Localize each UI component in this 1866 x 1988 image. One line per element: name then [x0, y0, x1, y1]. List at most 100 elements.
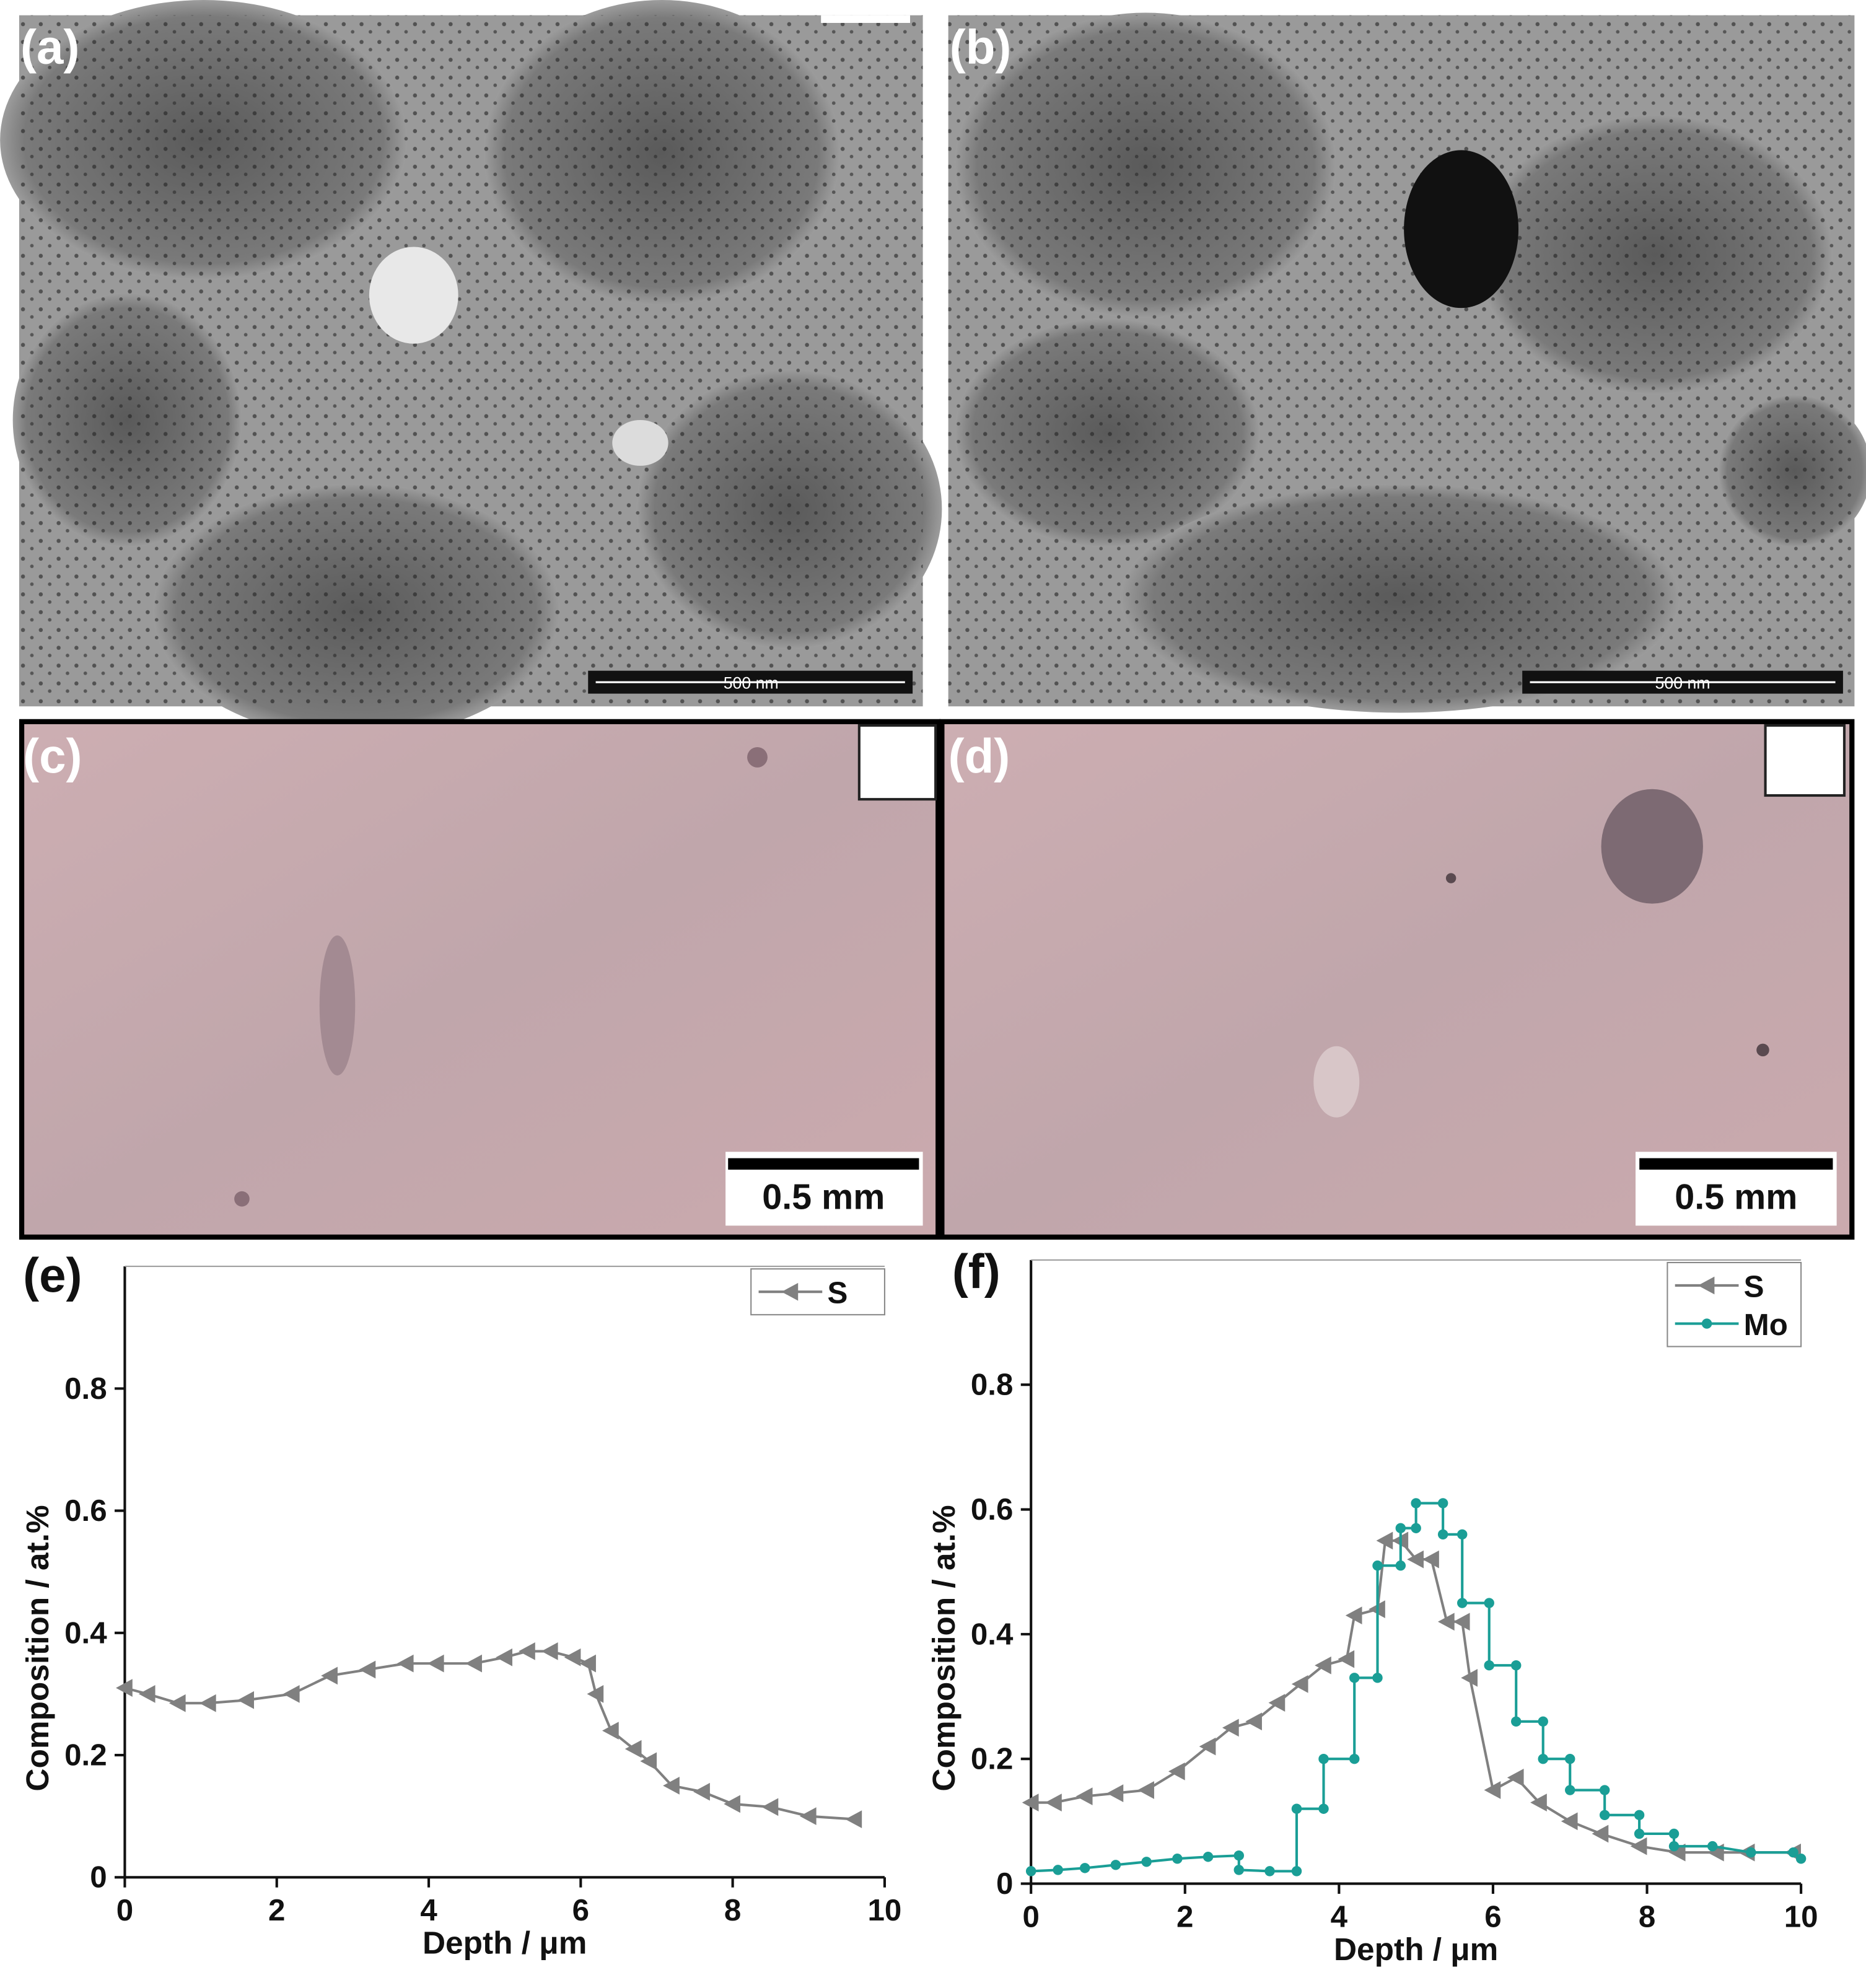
marker	[1395, 1560, 1406, 1571]
marker	[1291, 1675, 1308, 1693]
legend-marker	[1697, 1276, 1715, 1295]
marker	[1349, 1673, 1360, 1683]
y-tick-label: 0.8	[971, 1368, 1014, 1402]
marker	[1349, 1753, 1360, 1764]
marker	[1137, 1781, 1154, 1799]
marker	[1233, 1865, 1244, 1875]
x-tick-label: 6	[572, 1893, 589, 1927]
marker	[1222, 1719, 1239, 1737]
marker	[1461, 1668, 1478, 1687]
marker	[116, 1679, 133, 1697]
marker	[1395, 1523, 1406, 1533]
marker	[1315, 1656, 1331, 1675]
marker	[1202, 1852, 1214, 1862]
marker	[1411, 1498, 1421, 1509]
marker	[1245, 1712, 1262, 1731]
marker	[1599, 1810, 1610, 1821]
x-tick-label: 4	[420, 1893, 437, 1927]
x-tick-label: 10	[868, 1893, 902, 1927]
x-tick-label: 4	[1331, 1899, 1348, 1933]
marker	[1168, 1762, 1185, 1780]
panel-label: (b)	[950, 20, 1012, 74]
y-tick-label: 0.4	[971, 1617, 1014, 1651]
scale-bar-label: 0.5 mm	[1675, 1178, 1797, 1217]
marker	[602, 1722, 619, 1740]
marker	[761, 1798, 779, 1816]
panel-label: (a)	[20, 20, 79, 74]
marker	[1291, 1803, 1302, 1814]
marker	[1668, 1828, 1680, 1839]
marker	[1264, 1866, 1275, 1876]
data-line	[124, 1650, 855, 1821]
marker	[1457, 1529, 1468, 1540]
legend-box	[1667, 1261, 1802, 1347]
marker	[138, 1685, 156, 1703]
marker	[496, 1648, 513, 1666]
marker	[1141, 1857, 1152, 1867]
marker	[1630, 1837, 1647, 1855]
legend-label: Mo	[1744, 1308, 1788, 1342]
sem-image-b: 500 nm (b)	[948, 12, 1866, 713]
marker	[465, 1654, 482, 1673]
marker	[1025, 1866, 1036, 1876]
optical-image-c: 0.5 mm (c)	[19, 719, 941, 1240]
marker	[427, 1654, 444, 1673]
marker	[519, 1642, 535, 1660]
y-tick-label: 0.4	[64, 1616, 107, 1650]
marker	[1746, 1847, 1756, 1858]
legend-marker	[781, 1282, 799, 1301]
marker	[1318, 1753, 1329, 1764]
data-line	[1031, 1539, 1794, 1854]
marker	[1538, 1716, 1548, 1727]
marker	[1795, 1854, 1807, 1864]
y-axis-title: Composition / at.%	[20, 1505, 55, 1791]
legend-marker	[1701, 1318, 1712, 1329]
y-tick-label: 0.6	[64, 1494, 107, 1528]
y-tick-label: 0	[90, 1860, 107, 1894]
x-axis-title: Depth / μm	[423, 1925, 587, 1961]
marker	[1106, 1784, 1124, 1802]
y-axis-title: Composition / at.%	[926, 1505, 961, 1791]
marker	[1530, 1793, 1547, 1812]
marker	[1376, 1531, 1393, 1550]
marker	[1484, 1781, 1501, 1799]
marker	[1511, 1660, 1522, 1671]
marker	[1668, 1841, 1680, 1852]
marker	[396, 1654, 414, 1673]
marker	[693, 1782, 710, 1801]
optical-image-d: 0.5 mm (d)	[939, 719, 1855, 1240]
marker	[564, 1648, 581, 1666]
marker	[283, 1685, 300, 1703]
x-tick-label: 2	[1176, 1899, 1193, 1933]
y-tick-label: 0.2	[971, 1742, 1014, 1776]
marker	[237, 1691, 255, 1709]
scale-bar-label: 500 nm	[724, 673, 779, 692]
marker	[624, 1740, 642, 1758]
marker	[1565, 1753, 1575, 1764]
marker	[359, 1660, 376, 1679]
marker	[1561, 1812, 1578, 1831]
y-tick-label: 0.6	[971, 1492, 1014, 1526]
marker	[1511, 1716, 1522, 1727]
scale-bar-label: 0.5 mm	[762, 1178, 885, 1217]
marker	[1707, 1841, 1718, 1852]
y-tick-label: 0	[996, 1867, 1013, 1901]
marker	[1372, 1560, 1383, 1571]
marker	[845, 1810, 862, 1828]
legend-label: S	[827, 1276, 848, 1310]
x-tick-label: 10	[1784, 1899, 1818, 1933]
x-tick-label: 0	[116, 1893, 133, 1927]
marker	[1457, 1598, 1468, 1608]
marker	[640, 1752, 657, 1771]
marker	[199, 1694, 216, 1712]
panel-label: (e)	[23, 1248, 82, 1302]
marker	[1407, 1550, 1424, 1569]
marker	[1599, 1785, 1610, 1795]
x-tick-label: 0	[1022, 1899, 1039, 1933]
marker	[1079, 1863, 1090, 1873]
marker	[579, 1654, 596, 1673]
marker	[1484, 1660, 1494, 1671]
marker	[1634, 1828, 1645, 1839]
marker	[541, 1642, 558, 1660]
